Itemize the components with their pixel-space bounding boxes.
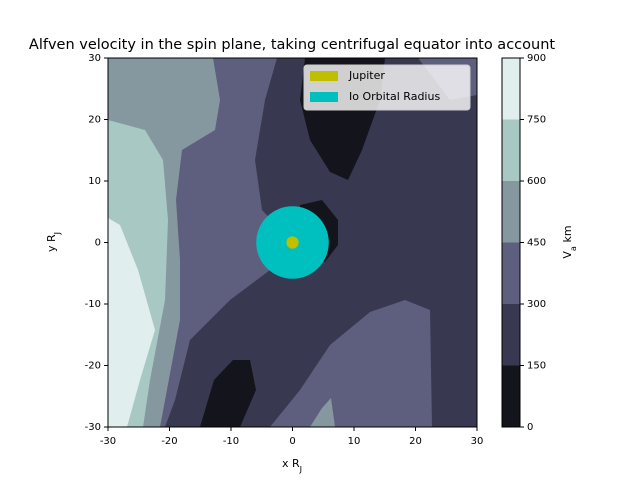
colorbar-tick-label: 900 xyxy=(527,53,546,64)
colorbar-segment xyxy=(502,242,520,304)
colorbar-tick-label: 0 xyxy=(527,422,533,433)
x-tick-label: 10 xyxy=(348,436,361,447)
contour-region xyxy=(108,218,155,427)
colorbar-tick-label: 150 xyxy=(527,361,546,372)
legend-swatch xyxy=(310,71,338,81)
contour-region xyxy=(310,398,335,427)
contour-region xyxy=(270,300,432,427)
legend-swatch xyxy=(310,92,338,102)
y-tick-label: 30 xyxy=(88,53,101,64)
colorbar-tick-label: 750 xyxy=(527,115,546,126)
contour-regions xyxy=(108,58,477,427)
x-axis-label: x RJ xyxy=(282,457,302,474)
y-tick-label: -10 xyxy=(85,299,101,310)
x-tick-label: -10 xyxy=(223,436,239,447)
x-tick-label: -20 xyxy=(161,436,177,447)
colorbar-tick-label: 300 xyxy=(527,299,546,310)
x-tick-label: -30 xyxy=(100,436,116,447)
y-tick-label: 20 xyxy=(88,115,101,126)
x-tick-label: 0 xyxy=(289,436,295,447)
x-tick-label: 20 xyxy=(409,436,422,447)
contour-region xyxy=(200,360,256,427)
legend-label: Io Orbital Radius xyxy=(349,90,440,103)
y-tick-label: 10 xyxy=(88,176,101,187)
colorbar-label: Va km xyxy=(561,225,578,258)
y-tick-label: 0 xyxy=(95,238,101,249)
colorbar-tick-label: 600 xyxy=(527,176,546,187)
colorbar-segment xyxy=(502,119,520,181)
colorbar-segment xyxy=(502,181,520,243)
y-tick-label: -20 xyxy=(85,361,101,372)
colorbar-segment xyxy=(502,304,520,366)
legend-box xyxy=(303,64,471,111)
legend-label: Jupiter xyxy=(348,69,385,82)
x-tick-label: 30 xyxy=(471,436,484,447)
colorbar-segment xyxy=(502,58,520,120)
chart-title: Alfven velocity in the spin plane, takin… xyxy=(29,37,555,53)
colorbar-segment xyxy=(502,365,520,427)
legend: Jupiter Io Orbital Radius xyxy=(303,64,471,111)
y-axis-label: y RJ xyxy=(45,232,62,252)
marker-circle xyxy=(286,236,299,249)
colorbar-tick-label: 450 xyxy=(527,238,546,249)
y-tick-label: -30 xyxy=(85,422,101,433)
